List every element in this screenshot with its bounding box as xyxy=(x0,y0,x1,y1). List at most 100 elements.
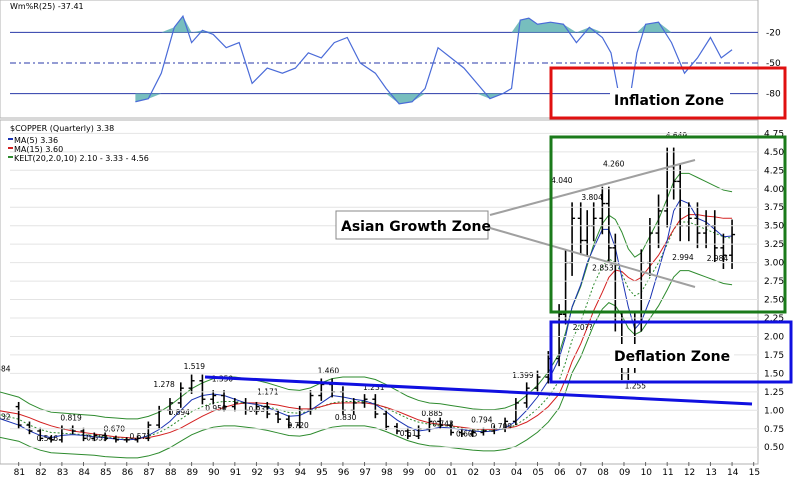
keltner-mid-line xyxy=(0,221,733,439)
price-value-label: 2.0?? xyxy=(573,323,593,332)
wmr-tick-label: -20 xyxy=(766,28,781,38)
x-tick-label: 87 xyxy=(143,468,154,478)
wmr-title: Wm%R(25) -37.41 xyxy=(10,2,84,11)
x-tick-label: 89 xyxy=(187,468,199,478)
inflation-zone-box xyxy=(549,66,787,120)
price-value-label: 4.260 xyxy=(603,160,625,169)
price-tick-label: 1.50 xyxy=(764,369,784,379)
price-value-label: 0.819 xyxy=(60,414,82,423)
x-tick-label: 00 xyxy=(424,468,436,478)
legend-kelt-swatch xyxy=(8,156,13,158)
x-tick-label: 82 xyxy=(35,468,46,478)
price-value-label: 0.894 xyxy=(168,408,190,417)
asian-label: Asian Growth Zone xyxy=(341,219,491,235)
x-tick-label: 90 xyxy=(208,468,220,478)
x-tick-label: 01 xyxy=(446,468,457,478)
price-tick-label: 2.75 xyxy=(764,277,784,287)
price-value-label: 3.804 xyxy=(581,193,603,202)
price-value-label: 0.720 xyxy=(287,421,309,430)
legend-ma15-swatch xyxy=(8,147,13,149)
legend-ma5: MA(5) 3.36 xyxy=(14,136,58,145)
price-value-label: 0.553 xyxy=(86,433,108,442)
x-tick-label: 08 xyxy=(597,468,609,478)
x-tick-label: 81 xyxy=(14,468,25,478)
price-title: $COPPER (Quarterly) 3.38 xyxy=(10,124,114,133)
price-value-label: 1.460 xyxy=(318,366,340,375)
x-tick-label: 91 xyxy=(230,468,241,478)
price-value-label: 0.709 xyxy=(491,422,513,431)
price-tick-label: 4.00 xyxy=(764,185,784,195)
legend-kelt: KELT(20,2.0,10) 2.10 - 3.33 - 4.56 xyxy=(14,154,149,163)
price-value-label: 2.984 xyxy=(707,254,729,263)
price-tick-label: 0.50 xyxy=(764,443,784,453)
price-value-label: 1.399 xyxy=(512,371,534,380)
asian-label-bg xyxy=(335,210,489,240)
price-panel xyxy=(0,119,759,465)
price-tick-label: 2.25 xyxy=(764,314,784,324)
wmr-tick-label: -80 xyxy=(766,90,781,100)
legend-ma5-swatch xyxy=(8,138,13,140)
price-value-label: 1.484 xyxy=(0,365,11,374)
x-tick-label: 96 xyxy=(338,468,350,478)
price-tick-label: 3.50 xyxy=(764,222,784,232)
legend-ma15: MA(15) 3.60 xyxy=(14,145,63,154)
price-value-label: 0.794 xyxy=(471,416,493,425)
price-tick-label: 3.75 xyxy=(764,203,784,213)
price-value-label: 0.937 xyxy=(248,405,270,414)
price-tick-label: 4.25 xyxy=(764,166,784,176)
x-tick-label: 13 xyxy=(705,468,716,478)
price-value-label: 2.994 xyxy=(672,253,694,262)
inflation-label: Inflation Zone xyxy=(614,93,724,109)
x-tick-label: 98 xyxy=(381,468,393,478)
x-tick-label: 84 xyxy=(79,468,91,478)
wmr-tick-label: -50 xyxy=(766,59,781,69)
x-tick-label: 12 xyxy=(684,468,695,478)
x-tick-label: 93 xyxy=(273,468,284,478)
x-tick-label: 15 xyxy=(749,468,760,478)
x-tick-label: 07 xyxy=(576,468,587,478)
x-tick-label: 02 xyxy=(468,468,479,478)
x-tick-label: 14 xyxy=(727,468,739,478)
price-value-label: 4.649 xyxy=(666,131,688,140)
x-tick-label: 06 xyxy=(554,468,566,478)
price-value-label: 0.832 xyxy=(0,413,11,422)
price-value-label: 4.040 xyxy=(551,176,573,185)
asian-arrow-lower xyxy=(489,227,696,288)
keltner-lower-line xyxy=(0,270,733,459)
price-tick-label: 4.75 xyxy=(764,129,784,139)
price-value-label: 0.830 xyxy=(335,413,357,422)
x-tick-label: 97 xyxy=(360,468,371,478)
axis-layer: 4.75 4.50 4.25 4.00 3.75 3.50 3.25 3.00 2.75 2.50… xyxy=(10,129,784,478)
x-tick-label: 03 xyxy=(489,468,500,478)
price-value-label: 0.950 xyxy=(205,404,227,413)
deflation-label: Deflation Zone xyxy=(614,349,730,365)
x-tick-label: 11 xyxy=(662,468,673,478)
x-tick-label: 86 xyxy=(122,468,134,478)
x-tick-label: 05 xyxy=(532,468,543,478)
price-tick-label: 2.50 xyxy=(764,296,784,306)
price-tick-label: 0.75 xyxy=(764,425,784,435)
inflation-label-bg xyxy=(610,88,730,110)
price-value-label: 0.546 xyxy=(37,434,59,443)
x-tick-label: 88 xyxy=(165,468,177,478)
price-tick-label: 3.25 xyxy=(764,240,784,250)
x-tick-label: 95 xyxy=(316,468,327,478)
deflation-label-bg xyxy=(610,344,734,368)
price-value-label: 0.885 xyxy=(421,409,443,418)
price-value-label: 0.611 xyxy=(400,429,422,438)
x-tick-label: 94 xyxy=(295,468,307,478)
asian-arrow-upper xyxy=(489,159,696,216)
price-tick-label: 1.75 xyxy=(764,351,784,361)
price-tick-label: 3.00 xyxy=(764,259,784,269)
price-value-label: 0.743 xyxy=(432,419,454,428)
price-value-label: 1.231 xyxy=(363,383,385,392)
deflation-zone-box xyxy=(549,320,793,384)
price-value-label: 1.278 xyxy=(153,380,175,389)
wmr-line xyxy=(135,14,733,111)
x-tick-label: 99 xyxy=(403,468,415,478)
wmr-overbought-fill xyxy=(161,16,672,33)
price-value-label: 0.605 xyxy=(456,429,478,438)
x-tick-label: 83 xyxy=(57,468,68,478)
price-value-label: 1.519 xyxy=(184,362,206,371)
